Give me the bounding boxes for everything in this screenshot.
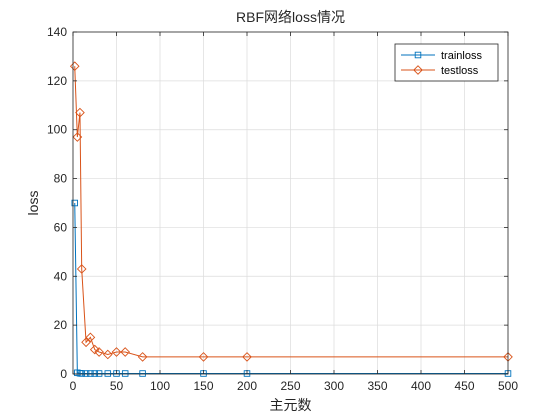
x-tick-label: 400 [411,379,431,393]
data-point-testloss [76,264,87,274]
x-tick-label: 300 [324,379,344,393]
data-point-trainloss [87,370,94,377]
data-point-trainloss [95,370,103,377]
x-tick-label: 0 [70,379,77,393]
legend-item-testloss: testloss [401,65,479,77]
data-point-trainloss [139,370,146,377]
data-point-testloss [72,132,83,142]
data-point-testloss [94,347,104,357]
x-tick-label: 500 [498,379,518,393]
data-point-trainloss [104,370,112,377]
x-tick-label: 450 [454,379,474,393]
data-point-trainloss [82,370,90,377]
legend-label: testloss [441,65,479,77]
x-axis-label: 主元数 [270,397,312,413]
data-point-testloss [89,344,100,355]
data-point-testloss [120,347,131,357]
ticks: 0 50 100 150 200 250 300 350 400 450 500 0 20 40 60 80 1… [47,25,518,393]
x-tick-label: 200 [237,379,257,393]
data-point-testloss [75,107,85,118]
chart-title: RBF网络loss情况 [236,9,345,25]
y-tick-label: 40 [54,269,68,283]
data-point-trainloss [71,199,78,207]
legend-box [394,43,499,82]
legend-label: trainloss [441,50,482,62]
y-tick-label: 80 [54,172,68,186]
y-tick-label: 60 [54,220,68,234]
legend-marker [413,65,423,75]
data-point-testloss [242,352,252,362]
x-tick-label: 350 [367,379,387,393]
data-point-trainloss [121,370,129,377]
y-tick-label: 100 [47,123,67,137]
series-line-testloss [74,66,508,358]
data-point-testloss [198,352,209,362]
y-tick-label: 0 [60,367,67,381]
y-axis-label: loss [25,191,41,216]
data-point-testloss [137,352,148,362]
series-testloss [69,61,513,362]
data-point-testloss [111,347,122,357]
x-tick-label: 250 [280,379,300,393]
data-point-testloss [85,332,96,343]
legend-item-trainloss: trainloss [401,50,482,62]
data-point-trainloss [91,370,98,377]
y-tick-label: 140 [47,25,67,39]
x-tick-label: 100 [150,379,170,393]
legend: trainloss testloss [394,43,499,82]
data-point-testloss [69,61,80,72]
data-point-trainloss [78,370,85,377]
y-tick-label: 20 [54,318,68,332]
data-point-testloss [102,349,113,360]
x-tick-label: 50 [110,379,124,393]
y-tick-label: 120 [47,74,67,88]
x-tick-label: 150 [193,379,213,393]
data-point-testloss [81,337,91,348]
legend-marker [414,51,422,59]
